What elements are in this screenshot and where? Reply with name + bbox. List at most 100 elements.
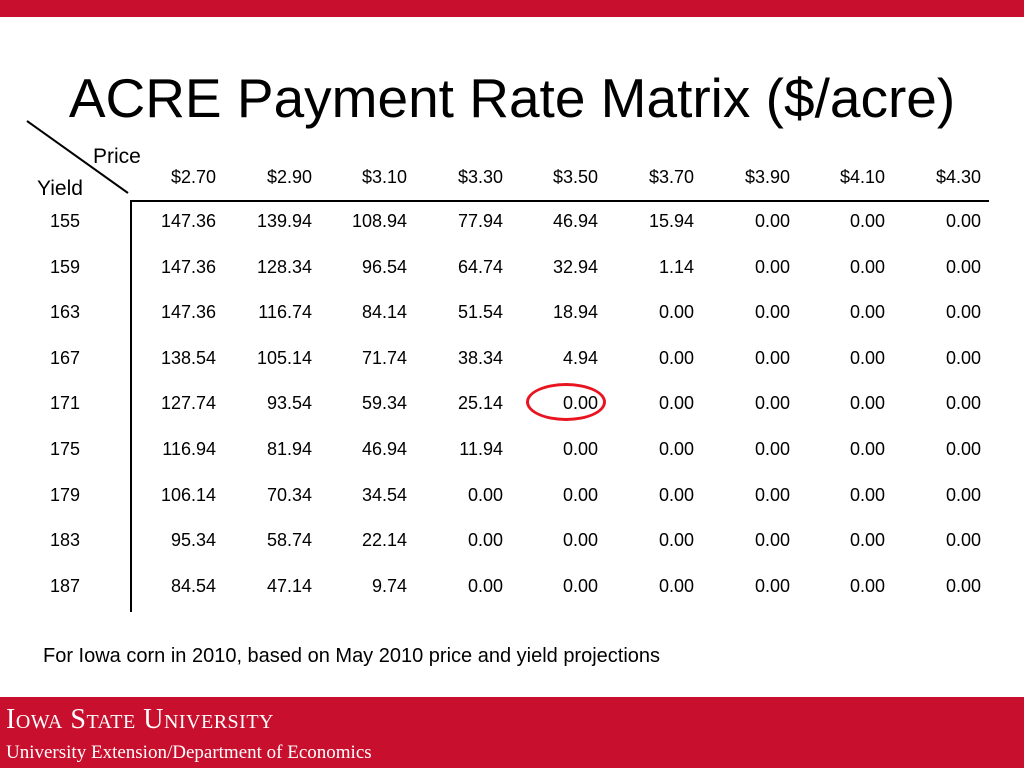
matrix-cell: 108.94 [351,211,407,231]
footnote: For Iowa corn in 2010, based on May 2010… [43,645,661,667]
price-header: $4.10 [839,167,885,187]
matrix-cell: 18.94 [552,302,598,322]
matrix-cell: 0.00 [945,257,981,277]
matrix-cell: 11.94 [459,439,503,459]
matrix-cell: 0.00 [562,485,598,505]
top-accent-bar [0,0,1024,17]
matrix-cell: 0.00 [754,393,790,413]
price-header: $3.70 [648,167,694,187]
matrix-cell: 0.00 [849,485,885,505]
matrix-cell: 0.00 [945,211,981,231]
matrix-cell: 138.54 [160,348,216,368]
matrix-cell: 51.54 [457,302,503,322]
matrix-cell: 127.74 [160,393,216,413]
matrix-cell: 0.00 [945,576,981,596]
matrix-cell: 32.94 [552,257,598,277]
matrix-cell: 0.00 [467,530,503,550]
matrix-cell: 0.00 [754,348,790,368]
matrix-cell: 0.00 [658,302,694,322]
matrix-cell: 0.00 [849,393,885,413]
matrix-cell: 0.00 [849,439,885,459]
matrix-cell: 9.74 [371,576,407,596]
matrix-cell: 0.00 [754,485,790,505]
matrix-cell: 0.00 [467,485,503,505]
matrix-cell: 59.34 [361,393,407,413]
yield-row-label: 175 [49,439,81,459]
matrix-cell: 1.14 [658,257,694,277]
matrix-cell: 70.34 [266,485,312,505]
matrix-cell: 38.34 [457,348,503,368]
matrix-cell: 116.74 [258,302,312,322]
yield-column-rule [130,200,132,612]
matrix-cell: 0.00 [562,576,598,596]
price-header: $3.10 [361,167,407,187]
matrix-cell: 0.00 [658,439,694,459]
matrix-cell: 0.00 [754,211,790,231]
matrix-cell: 34.54 [361,485,407,505]
matrix-cell: 106.14 [160,485,216,505]
matrix-cell: 0.00 [754,530,790,550]
price-header: $3.90 [744,167,790,187]
department-name: University Extension/Department of Econo… [6,742,372,763]
matrix-cell: 0.00 [754,302,790,322]
matrix-cell: 105.14 [256,348,312,368]
matrix-cell: 0.00 [849,211,885,231]
matrix-cell: 0.00 [945,302,981,322]
yield-row-label: 187 [49,576,81,596]
matrix-cell: 25.14 [457,393,503,413]
yield-axis-label: Yield [37,177,83,200]
matrix-cell: 147.36 [160,302,216,322]
matrix-cell: 15.94 [648,211,694,231]
matrix-cell: 0.00 [658,485,694,505]
matrix-cell: 47.14 [266,576,312,596]
matrix-cell: 0.00 [754,257,790,277]
matrix-cell: 0.00 [562,439,598,459]
yield-row-label: 155 [49,211,81,231]
matrix-cell: 0.00 [754,576,790,596]
matrix-cell: 22.14 [361,530,407,550]
matrix-cell: 64.74 [457,257,503,277]
matrix-cell: 58.74 [266,530,312,550]
yield-row-label: 159 [49,257,81,277]
university-wordmark: Iowa State University [6,704,274,735]
yield-row-label: 179 [49,485,81,505]
matrix-cell: 71.74 [361,348,407,368]
matrix-cell: 0.00 [945,485,981,505]
price-header: $2.90 [266,167,312,187]
price-header: $3.50 [552,167,598,187]
matrix-cell: 81.94 [266,439,312,459]
matrix-cell: 0.00 [658,576,694,596]
matrix-cell: 0.00 [849,257,885,277]
matrix-cell: 93.54 [266,393,312,413]
matrix-cell: 46.94 [552,211,598,231]
yield-row-label: 163 [49,302,81,322]
matrix-cell: 84.54 [170,576,216,596]
matrix-cell: 95.34 [170,530,216,550]
matrix-cell: 0.00 [658,393,694,413]
matrix-cell: 0.00 [562,530,598,550]
matrix-cell: 139.94 [256,211,312,231]
yield-row-label: 167 [49,348,81,368]
matrix-cell: 84.14 [361,302,407,322]
matrix-cell: 0.00 [849,302,885,322]
matrix-cell: 0.00 [754,439,790,459]
matrix-cell: 147.36 [160,211,216,231]
matrix-cell: 0.00 [467,576,503,596]
matrix-cell: 46.94 [361,439,407,459]
price-header: $3.30 [457,167,503,187]
slide-title: ACRE Payment Rate Matrix ($/acre) [68,67,956,129]
matrix-cell: 116.94 [162,439,216,459]
matrix-cell: 0.00 [849,348,885,368]
matrix-cell: 96.54 [361,257,407,277]
matrix-cell: 0.00 [562,393,598,413]
yield-row-label: 183 [49,530,81,550]
matrix-cell: 0.00 [945,530,981,550]
matrix-cell: 77.94 [457,211,503,231]
price-header: $4.30 [935,167,981,187]
matrix-cell: 147.36 [160,257,216,277]
matrix-cell: 0.00 [945,439,981,459]
footer-band [0,697,1024,768]
header-rule [130,200,989,202]
price-axis-label: Price [93,145,141,168]
matrix-cell: 0.00 [849,530,885,550]
